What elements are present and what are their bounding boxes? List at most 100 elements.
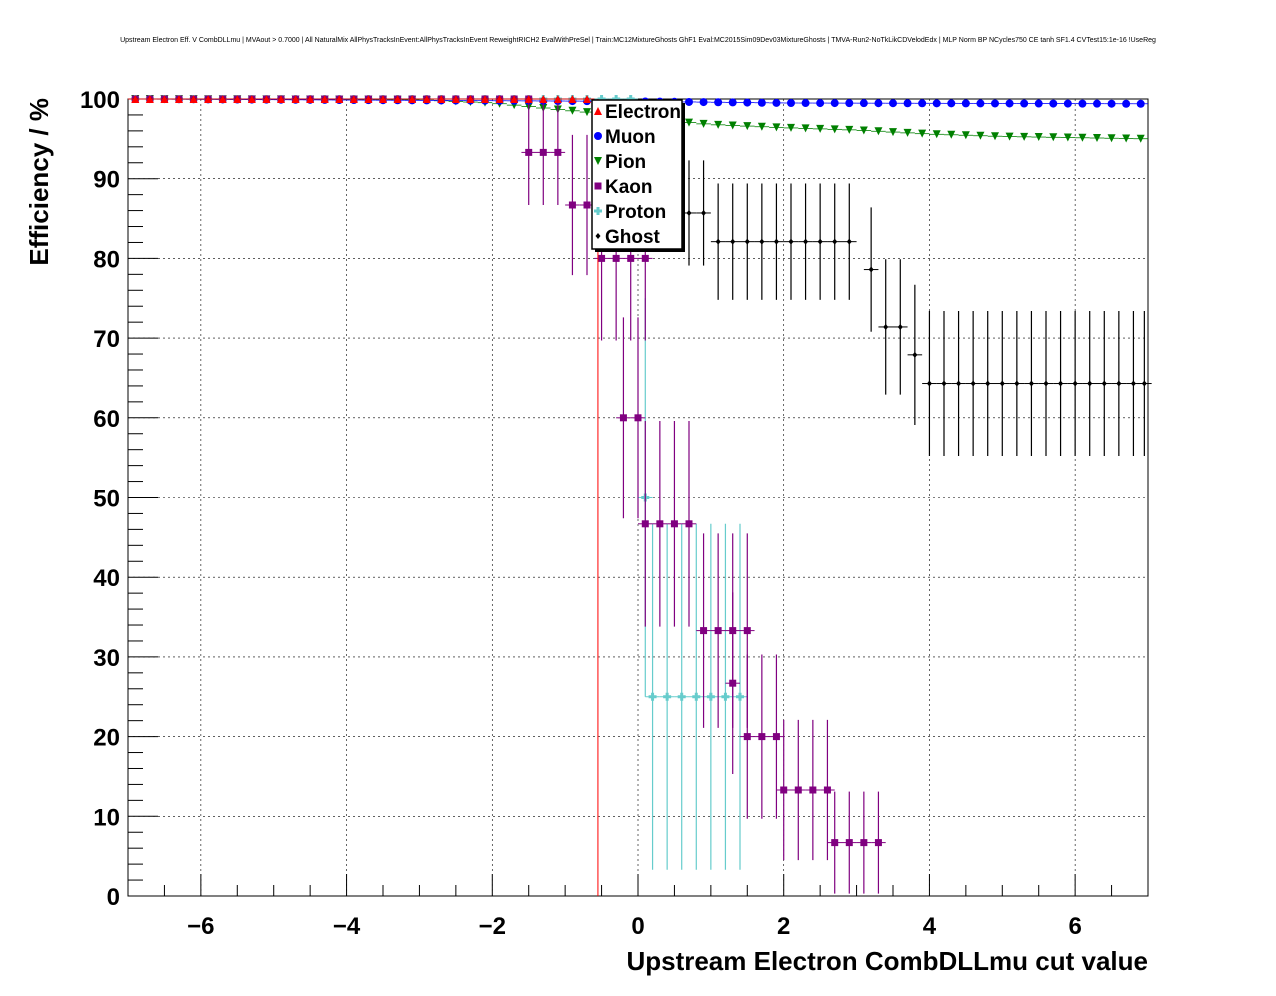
data-point: [627, 254, 635, 262]
data-point: [961, 131, 970, 140]
data-point: [641, 254, 649, 262]
data-point: [860, 839, 868, 847]
data-point: [874, 839, 882, 847]
data-point: [408, 95, 417, 103]
data-point: [859, 126, 868, 135]
data-point: [583, 201, 591, 209]
data-point: [757, 98, 766, 107]
data-point: [889, 99, 897, 108]
data-point: [976, 131, 985, 140]
data-point: [787, 123, 795, 132]
data-point: [832, 238, 838, 245]
legend-label-pion: Pion: [605, 152, 646, 173]
data-point: [714, 98, 723, 107]
legend-box: [591, 99, 683, 250]
data-point: [670, 520, 678, 528]
data-point: [787, 99, 795, 108]
data-point: [583, 108, 591, 117]
chart-title: Upstream Electron Eff. V CombDLLmu | MVA…: [120, 37, 1156, 44]
y-tick-label: 0: [107, 884, 120, 911]
data-point: [335, 95, 344, 103]
data-point: [685, 520, 693, 528]
data-point: [233, 95, 242, 103]
data-point: [1093, 99, 1101, 108]
data-point: [451, 95, 460, 103]
data-point: [247, 95, 256, 103]
legend-label-muon: Muon: [605, 127, 656, 148]
data-point: [524, 95, 533, 103]
data-point: [510, 95, 519, 103]
data-point: [1093, 134, 1101, 143]
data-point: [1078, 133, 1087, 142]
x-tick-label: −2: [479, 913, 506, 940]
data-point: [437, 95, 446, 103]
data-point: [597, 95, 606, 103]
series-electron: [128, 95, 599, 896]
data-point: [1034, 99, 1043, 108]
data-point: [699, 98, 708, 107]
data-point: [1028, 380, 1034, 387]
data-point: [845, 839, 853, 847]
data-point: [728, 98, 737, 107]
data-point: [772, 733, 780, 741]
data-point: [466, 95, 475, 103]
data-point: [1049, 99, 1058, 108]
data-point: [743, 733, 751, 741]
data-point: [859, 99, 868, 108]
data-point: [594, 182, 602, 190]
data-point: [926, 380, 932, 387]
x-tick-label: −4: [333, 913, 361, 940]
y-tick-label: 70: [93, 326, 120, 353]
data-point: [306, 95, 315, 103]
data-point: [801, 99, 810, 108]
data-point: [481, 95, 489, 103]
data-point: [757, 122, 766, 131]
data-point: [1005, 99, 1014, 108]
data-point: [728, 121, 737, 130]
data-point: [817, 238, 823, 245]
data-point: [706, 692, 715, 701]
data-point: [685, 97, 693, 106]
y-tick-label: 30: [93, 645, 120, 672]
legend: Electron Muon Pion Kaon Proton Ghost: [591, 99, 685, 252]
data-point: [772, 123, 781, 132]
y-tick-label: 40: [93, 565, 120, 592]
data-point: [595, 233, 601, 239]
data-point: [539, 95, 548, 103]
x-tick-label: 4: [923, 913, 937, 940]
data-point: [999, 380, 1005, 387]
data-point: [568, 201, 576, 209]
data-point: [1049, 133, 1058, 142]
data-point: [685, 118, 693, 127]
data-point: [932, 99, 941, 108]
data-point: [1020, 99, 1029, 108]
data-point: [262, 95, 271, 103]
data-point: [594, 207, 602, 215]
data-point: [721, 692, 730, 701]
data-point: [364, 95, 373, 103]
y-tick-label: 20: [93, 725, 120, 752]
data-point: [830, 125, 839, 134]
data-point: [883, 323, 889, 330]
data-point: [803, 238, 809, 245]
legend-label-proton: Proton: [605, 202, 666, 223]
data-point: [830, 99, 839, 108]
legend-label-ghost: Ghost: [605, 227, 661, 248]
data-point: [189, 95, 198, 103]
data-point: [594, 107, 602, 115]
x-tick-label: 6: [1068, 913, 1081, 940]
data-point: [1116, 380, 1122, 387]
y-tick-label: 10: [93, 804, 120, 831]
data-point: [961, 99, 970, 108]
data-point: [758, 733, 766, 741]
data-point: [349, 95, 358, 103]
data-point: [991, 132, 999, 141]
data-point: [422, 95, 431, 103]
data-point: [801, 124, 810, 133]
data-point: [218, 95, 227, 103]
legend-label-electron: Electron: [605, 102, 681, 123]
data-point: [903, 128, 912, 137]
data-point: [729, 679, 737, 687]
data-point: [730, 238, 736, 245]
data-point: [947, 130, 956, 139]
